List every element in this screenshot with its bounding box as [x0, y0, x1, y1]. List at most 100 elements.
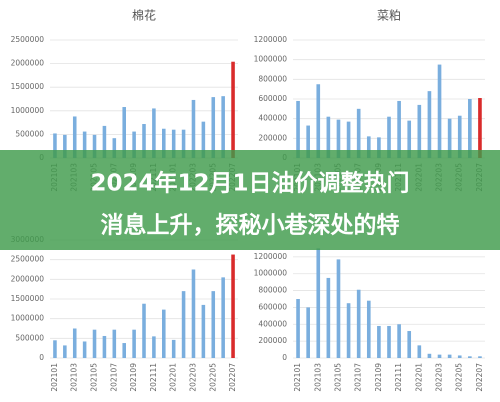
- y-tick-label: 800000: [258, 286, 287, 295]
- y-tick-label: 500000: [15, 333, 44, 342]
- bar: [316, 248, 321, 358]
- bar: [102, 125, 107, 158]
- bar: [211, 291, 216, 358]
- bar: [356, 289, 361, 358]
- bar: [152, 108, 156, 158]
- x-tick-label: 202201: [414, 363, 423, 392]
- y-tick-label: 1000000: [11, 106, 45, 115]
- bar: [191, 269, 196, 358]
- x-tick-label: 202111: [149, 363, 158, 392]
- y-tick-label: 1500000: [11, 294, 45, 303]
- bar: [82, 341, 87, 358]
- y-tick-label: 1200000: [254, 252, 288, 261]
- bar: [296, 100, 300, 158]
- chart-title: 菜粕: [377, 8, 401, 23]
- y-tick-label: 1000000: [254, 55, 288, 64]
- x-tick-label: 202107: [354, 363, 363, 392]
- bar: [221, 277, 225, 358]
- x-tick-label: 202103: [70, 363, 79, 392]
- y-tick-label: 500000: [15, 129, 44, 138]
- bar: [377, 137, 381, 158]
- bar: [132, 131, 136, 158]
- bar: [366, 300, 371, 358]
- bar: [53, 340, 57, 358]
- bar: [407, 120, 412, 158]
- bar: [387, 325, 391, 358]
- y-tick-label: 200000: [258, 133, 287, 142]
- bar: [171, 339, 176, 358]
- y-tick-label: 0: [282, 353, 287, 362]
- bar: [427, 353, 432, 358]
- bar: [397, 100, 401, 158]
- x-tick-label: 202105: [90, 363, 99, 392]
- bar: [468, 356, 472, 358]
- bar: [427, 91, 432, 158]
- bar: [356, 108, 361, 158]
- y-tick-label: 400000: [258, 114, 287, 123]
- bar: [468, 99, 472, 158]
- bar: [53, 133, 57, 158]
- bar: [201, 304, 206, 358]
- bar: [407, 331, 412, 358]
- bar: [417, 104, 422, 158]
- bar: [82, 131, 87, 158]
- bar: [162, 309, 166, 358]
- bar: [63, 345, 67, 358]
- bar: [296, 299, 300, 358]
- x-tick-label: 202203: [188, 363, 197, 392]
- x-tick-label: 202205: [208, 363, 217, 392]
- bar: [231, 61, 235, 158]
- bar: [437, 354, 442, 358]
- bar: [191, 99, 196, 158]
- y-tick-label: 1200000: [254, 35, 288, 44]
- bar: [397, 324, 401, 358]
- bar: [152, 336, 156, 358]
- bar: [447, 118, 452, 158]
- bar: [326, 116, 331, 158]
- x-tick-label: 202103: [313, 363, 322, 392]
- bar: [211, 97, 216, 158]
- bar: [377, 325, 381, 358]
- bar: [478, 98, 482, 158]
- x-tick-label: 202107: [109, 363, 118, 392]
- x-tick-label: 202105: [333, 363, 342, 392]
- bar: [142, 303, 146, 358]
- chart-title: 棉花: [132, 8, 156, 23]
- x-tick-label: 202201: [169, 363, 178, 392]
- y-tick-label: 600000: [258, 94, 287, 103]
- bar: [201, 121, 206, 158]
- bar: [306, 307, 310, 358]
- y-tick-label: 1000000: [254, 269, 288, 278]
- bar: [387, 116, 391, 158]
- x-tick-label: 202203: [435, 363, 444, 392]
- bar: [112, 138, 117, 158]
- banner: [0, 150, 500, 250]
- bar: [346, 121, 351, 158]
- x-tick-label: 202101: [293, 363, 302, 392]
- y-tick-label: 400000: [258, 319, 287, 328]
- banner-line: 消息上升，探秘小巷深处的特: [101, 212, 400, 239]
- bar: [457, 115, 462, 158]
- bar: [231, 254, 235, 358]
- x-tick-label: 202101: [50, 363, 59, 392]
- y-tick-label: 1000000: [11, 314, 45, 323]
- x-tick-label: 202109: [129, 363, 138, 392]
- bar: [72, 328, 77, 358]
- y-tick-label: 2000000: [11, 59, 45, 68]
- bar: [306, 125, 310, 158]
- bar: [478, 356, 482, 358]
- x-tick-label: 202207: [475, 363, 484, 392]
- banner-line: 2024年12月1日油价调整热门: [90, 170, 409, 197]
- bar: [366, 136, 371, 158]
- bar: [132, 329, 136, 358]
- bar: [316, 84, 321, 158]
- bar: [326, 277, 331, 358]
- x-tick-label: 202207: [228, 363, 237, 392]
- bar: [162, 128, 166, 158]
- bar: [346, 303, 351, 358]
- bar: [102, 335, 107, 358]
- bar: [63, 134, 67, 158]
- bar: [181, 129, 186, 158]
- bar: [336, 119, 341, 158]
- bar: [437, 64, 442, 158]
